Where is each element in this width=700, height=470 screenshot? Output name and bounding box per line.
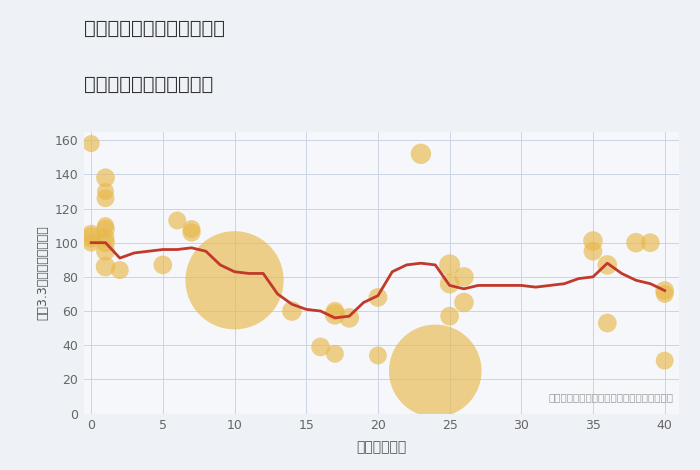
Point	[158, 261, 169, 269]
Point	[100, 222, 111, 229]
Point	[631, 239, 642, 246]
Point	[372, 294, 384, 301]
Text: 築年数別中古戸建て価格: 築年数別中古戸建て価格	[84, 75, 214, 94]
Point	[329, 311, 340, 318]
Point	[659, 287, 671, 294]
Point	[444, 313, 455, 320]
Point	[430, 367, 441, 375]
Point	[286, 307, 297, 315]
Text: 円の大きさは、取引のあった物件面積を示す: 円の大きさは、取引のあった物件面積を示す	[548, 392, 673, 402]
Point	[114, 266, 125, 274]
Text: 福岡県福岡市西区今宿東の: 福岡県福岡市西区今宿東の	[84, 19, 225, 38]
Y-axis label: 坪（3.3㎡）単価（万円）: 坪（3.3㎡）単価（万円）	[36, 225, 49, 320]
Point	[458, 299, 470, 306]
Point	[186, 229, 197, 236]
Point	[100, 188, 111, 195]
Point	[85, 239, 97, 246]
Point	[100, 234, 111, 241]
Point	[372, 352, 384, 359]
Point	[587, 237, 598, 245]
Point	[415, 150, 426, 157]
Point	[444, 261, 455, 269]
Point	[172, 217, 183, 224]
Point	[229, 276, 240, 284]
Point	[85, 230, 97, 238]
Point	[100, 174, 111, 181]
Point	[587, 248, 598, 255]
Point	[444, 280, 455, 288]
Point	[329, 307, 340, 315]
Point	[344, 314, 355, 321]
X-axis label: 築年数（年）: 築年数（年）	[356, 440, 407, 454]
Point	[186, 225, 197, 233]
Point	[100, 248, 111, 255]
Point	[100, 195, 111, 202]
Point	[85, 234, 97, 241]
Point	[602, 319, 613, 327]
Point	[602, 261, 613, 269]
Point	[100, 239, 111, 246]
Point	[85, 140, 97, 147]
Point	[100, 263, 111, 270]
Point	[329, 350, 340, 358]
Point	[458, 273, 470, 281]
Point	[659, 290, 671, 298]
Point	[315, 343, 326, 351]
Point	[645, 239, 656, 246]
Point	[659, 357, 671, 364]
Point	[100, 225, 111, 233]
